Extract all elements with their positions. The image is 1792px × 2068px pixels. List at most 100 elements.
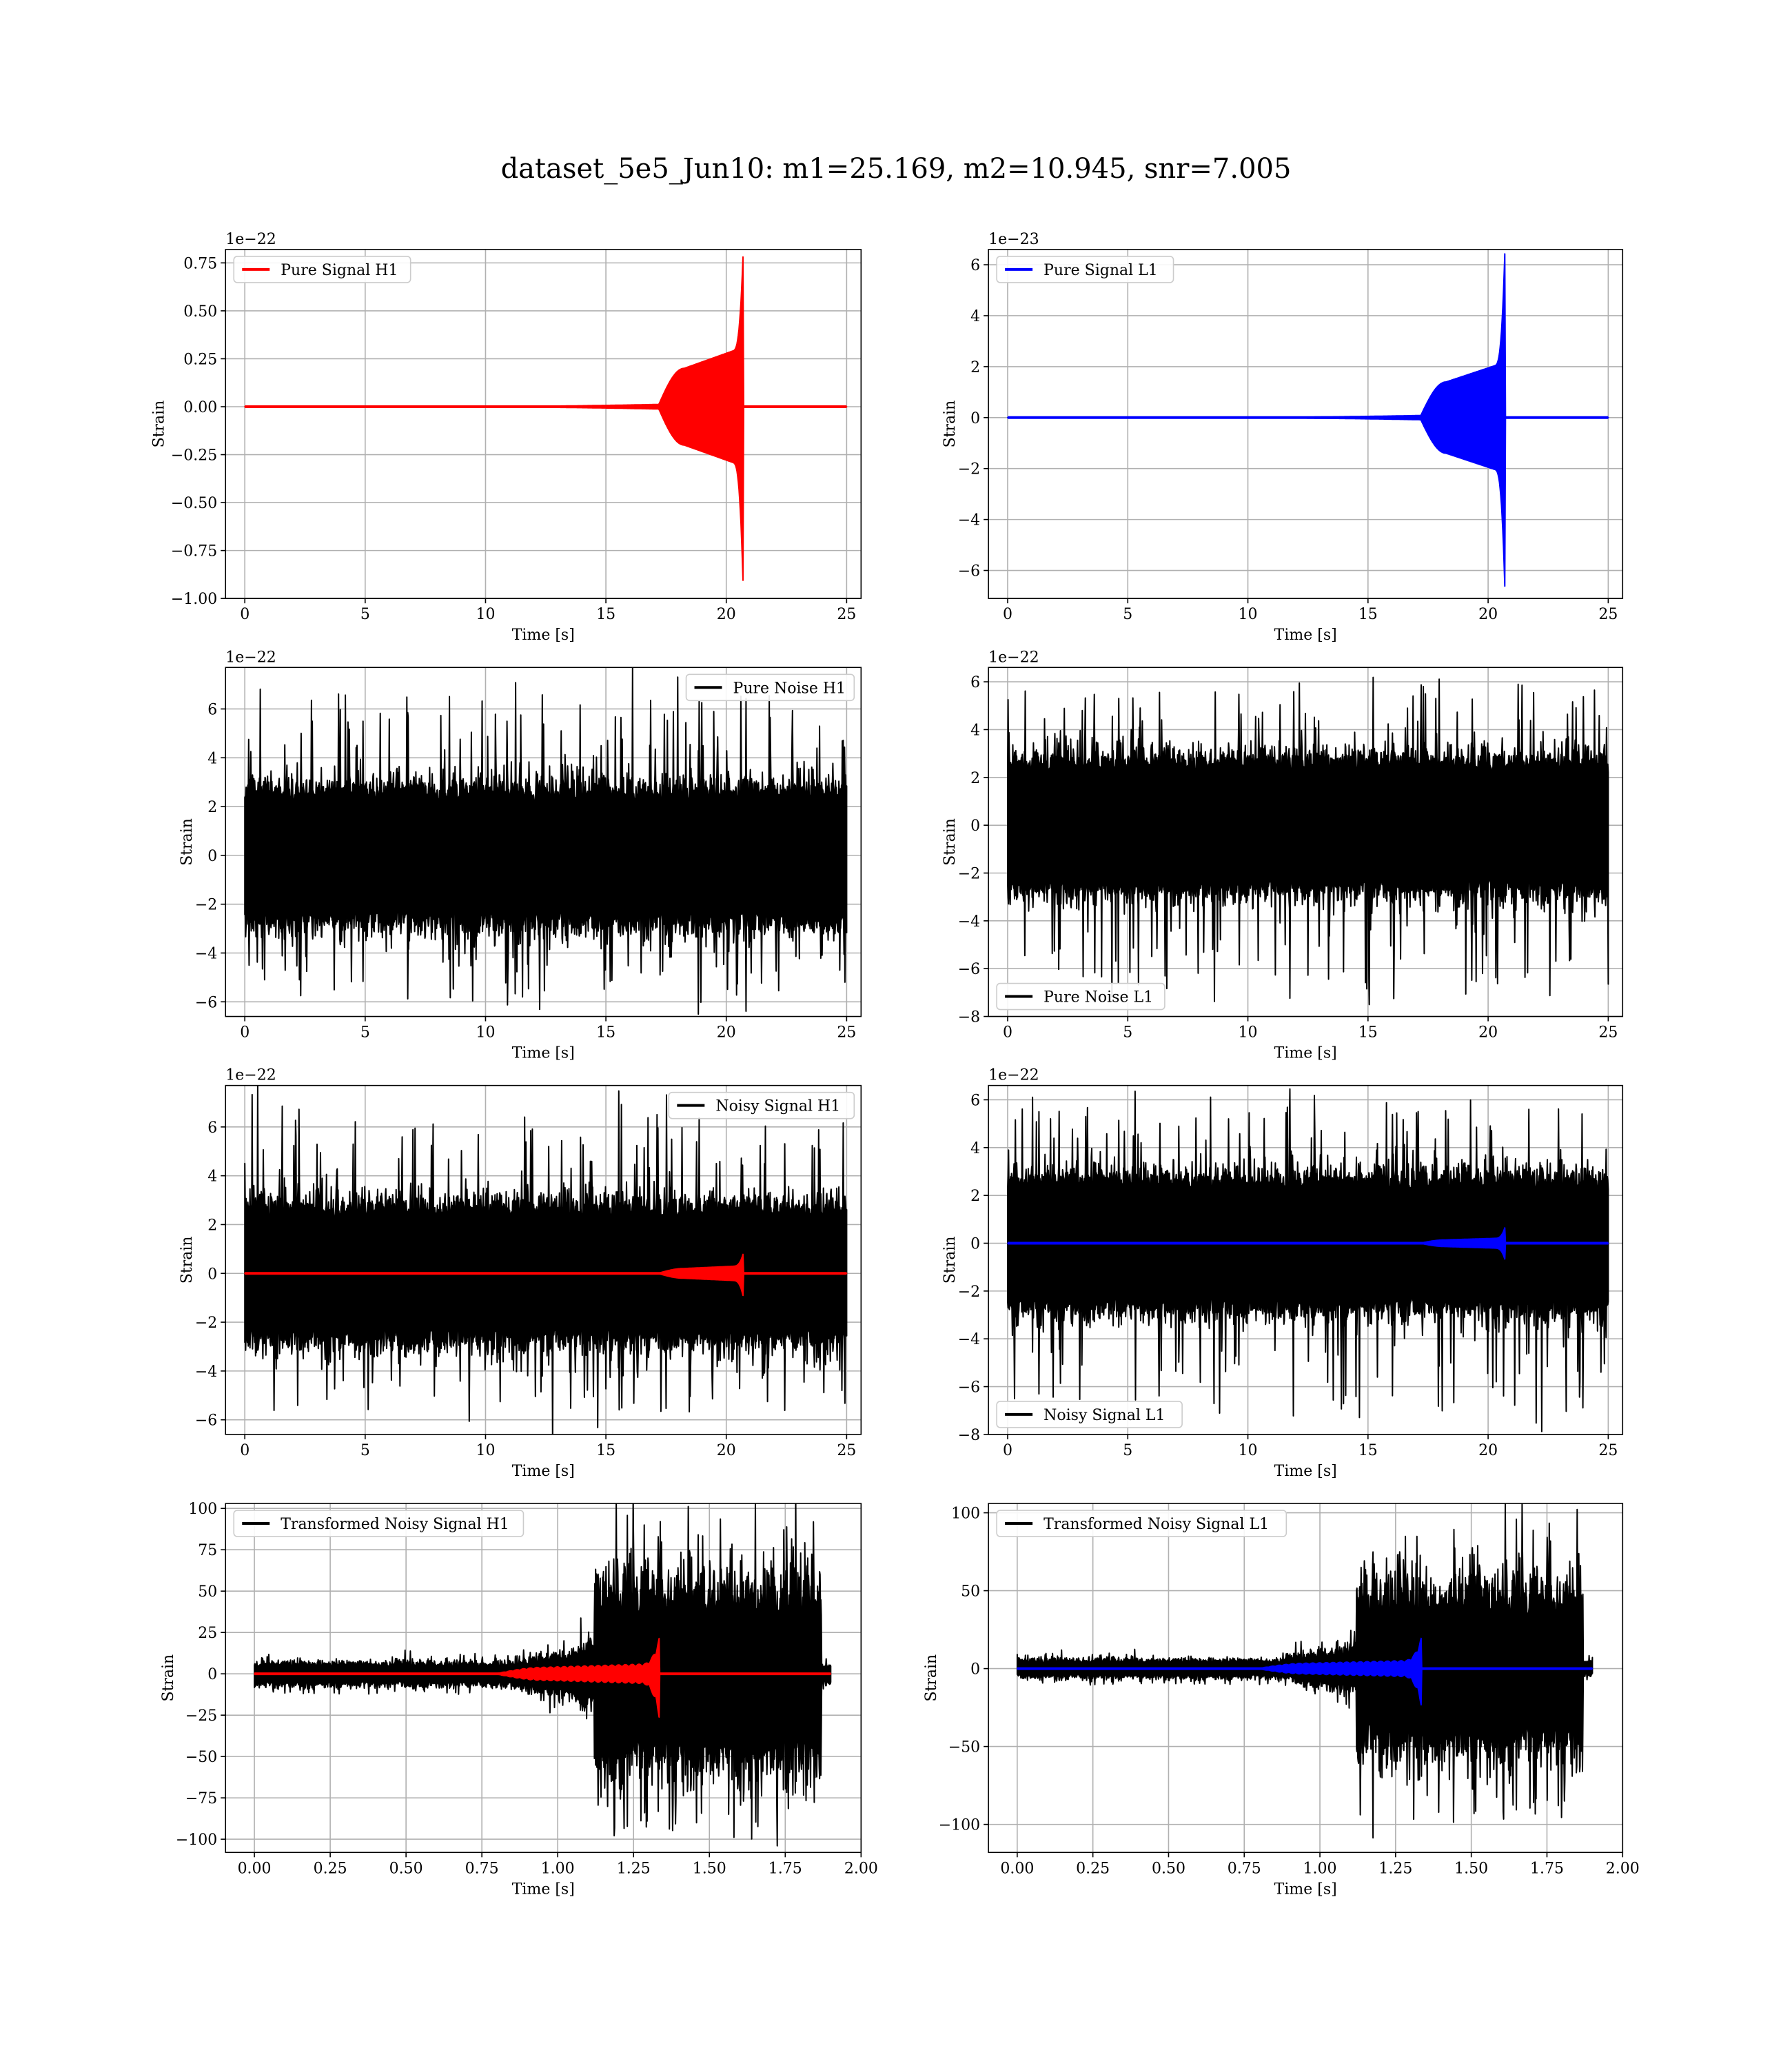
x-tick-label: 20 (717, 606, 736, 623)
x-tick-label: 20 (717, 1024, 736, 1042)
y-tick-label: 6 (207, 1119, 217, 1137)
legend: Pure Signal H1 (233, 256, 411, 283)
x-tick-label: 25 (837, 1024, 856, 1042)
y-tick-label: 0 (970, 1236, 980, 1253)
y-tick-label: −75 (185, 1790, 217, 1807)
y-tick-label: −8 (958, 1427, 980, 1444)
axes-frame (988, 1084, 1624, 1435)
subplot-1: 0 5 10 15 20 25 −1.00 −0.75 −0.50 −0.25 0.00 0.25 0.… (151, 231, 862, 644)
legend: Pure Noise H1 (685, 673, 855, 702)
plot-area (225, 249, 862, 599)
legend-label: Pure Noise H1 (733, 680, 846, 697)
x-tick-label: 0 (1003, 1024, 1012, 1042)
subplot-7: 0.00 0.25 0.50 0.75 1.00 1.25 1.50 1.75 2.00 −100… (160, 1501, 878, 1898)
y-tick-label: −2 (195, 1315, 217, 1332)
y-axis-label: Strain (179, 1236, 196, 1284)
y-tick-label: −100 (939, 1817, 980, 1834)
axes-frame (225, 1084, 862, 1435)
x-tick-label: 25 (1598, 1442, 1618, 1459)
legend-label: Noisy Signal L1 (1043, 1407, 1165, 1424)
subplot-6: 0 5 10 15 20 25 −8 −6 −4 −2 0 2 4 6 Time [s] Strain 1e−2… (941, 1067, 1624, 1480)
y-tick-label: 0.00 (183, 399, 217, 416)
x-tick-label: 10 (476, 1024, 495, 1042)
legend: Noisy Signal H1 (668, 1091, 855, 1119)
y-tick-label: −0.25 (171, 447, 217, 465)
y-tick-label: −4 (195, 1364, 217, 1381)
x-tick-label: 15 (1358, 1442, 1378, 1459)
x-axis-label: Time [s] (512, 627, 575, 644)
legend-box (685, 673, 855, 702)
y-axis-label: Strain (151, 401, 168, 448)
x-tick-label: 0.25 (1076, 1860, 1110, 1877)
y-tick-label: 0 (207, 1266, 217, 1283)
y-axis-label: Strain (941, 818, 959, 866)
y-tick-label: 25 (198, 1625, 217, 1642)
x-axis-label: Time [s] (1274, 1463, 1337, 1480)
y-axis-label: Strain (941, 1236, 959, 1284)
y-tick-label: −8 (958, 1009, 980, 1026)
y-tick-label: −6 (958, 563, 980, 580)
y-tick-label: 6 (970, 1092, 980, 1109)
x-tick-label: 1.75 (1530, 1860, 1564, 1877)
legend-label: Pure Signal H1 (281, 262, 398, 279)
x-tick-label: 15 (596, 1442, 615, 1459)
series-1-waveform (1007, 1088, 1609, 1432)
y-tick-label: −0.50 (171, 495, 217, 512)
y-tick-label: 75 (198, 1542, 217, 1559)
axes-frame (225, 1503, 862, 1854)
legend-label: Transformed Noisy Signal H1 (281, 1516, 509, 1533)
y-tick-label: 0.25 (183, 351, 217, 368)
y-tick-label: 0 (970, 818, 980, 835)
x-tick-label: 15 (596, 1024, 615, 1042)
axis-offset-text: 1e−23 (988, 231, 1039, 248)
x-tick-label: 0.75 (465, 1860, 499, 1877)
series-1-waveform (244, 1085, 848, 1435)
legend-label: Transformed Noisy Signal L1 (1043, 1516, 1269, 1533)
y-tick-label: −2 (958, 1284, 980, 1301)
legend-label: Pure Noise L1 (1043, 989, 1153, 1006)
axes-frame (225, 667, 862, 1017)
x-tick-label: 1.00 (1303, 1860, 1337, 1877)
x-tick-label: 10 (1239, 1024, 1258, 1042)
y-tick-label: −0.75 (171, 543, 217, 560)
x-tick-label: 0.50 (389, 1860, 423, 1877)
y-tick-label: −4 (958, 913, 980, 931)
y-tick-label: 2 (207, 1217, 217, 1234)
x-tick-label: 15 (596, 606, 615, 623)
y-tick-label: −2 (958, 865, 980, 882)
legend-box (996, 1510, 1287, 1537)
x-tick-label: 20 (1478, 1442, 1498, 1459)
axis-offset-text: 1e−22 (988, 649, 1039, 666)
y-tick-label: 50 (198, 1583, 217, 1601)
x-tick-label: 1.25 (617, 1860, 651, 1877)
x-tick-label: 0 (240, 1442, 250, 1459)
axes-frame (225, 249, 862, 599)
legend-label: Noisy Signal H1 (715, 1098, 840, 1115)
x-tick-label: 0 (240, 606, 250, 623)
legend: Pure Noise L1 (996, 982, 1165, 1011)
y-tick-label: −6 (958, 1379, 980, 1397)
x-tick-label: 10 (1239, 1442, 1258, 1459)
legend-box (996, 982, 1165, 1011)
x-tick-label: 25 (1598, 1024, 1618, 1042)
series-1-waveform (1007, 676, 1609, 1006)
y-axis-label: Strain (941, 401, 959, 448)
x-tick-label: 25 (1598, 606, 1618, 623)
x-tick-label: 0 (1003, 1442, 1012, 1459)
x-axis-label: Time [s] (1274, 1045, 1337, 1062)
legend-box (996, 256, 1174, 283)
y-tick-label: 4 (970, 1140, 980, 1157)
axes-frame (988, 249, 1624, 599)
x-tick-label: 1.75 (768, 1860, 802, 1877)
y-tick-label: −2 (958, 461, 980, 478)
figure-title: dataset_5e5_Jun10: m1=25.169, m2=10.945,… (500, 153, 1292, 185)
x-tick-label: 1.50 (693, 1860, 726, 1877)
x-tick-label: 10 (1239, 606, 1258, 623)
legend-box (668, 1091, 855, 1119)
y-tick-label: −6 (195, 994, 217, 1011)
y-tick-label: 6 (970, 257, 980, 274)
y-tick-label: −50 (948, 1739, 980, 1756)
x-tick-label: 20 (1478, 606, 1498, 623)
x-tick-label: 0 (240, 1024, 250, 1042)
